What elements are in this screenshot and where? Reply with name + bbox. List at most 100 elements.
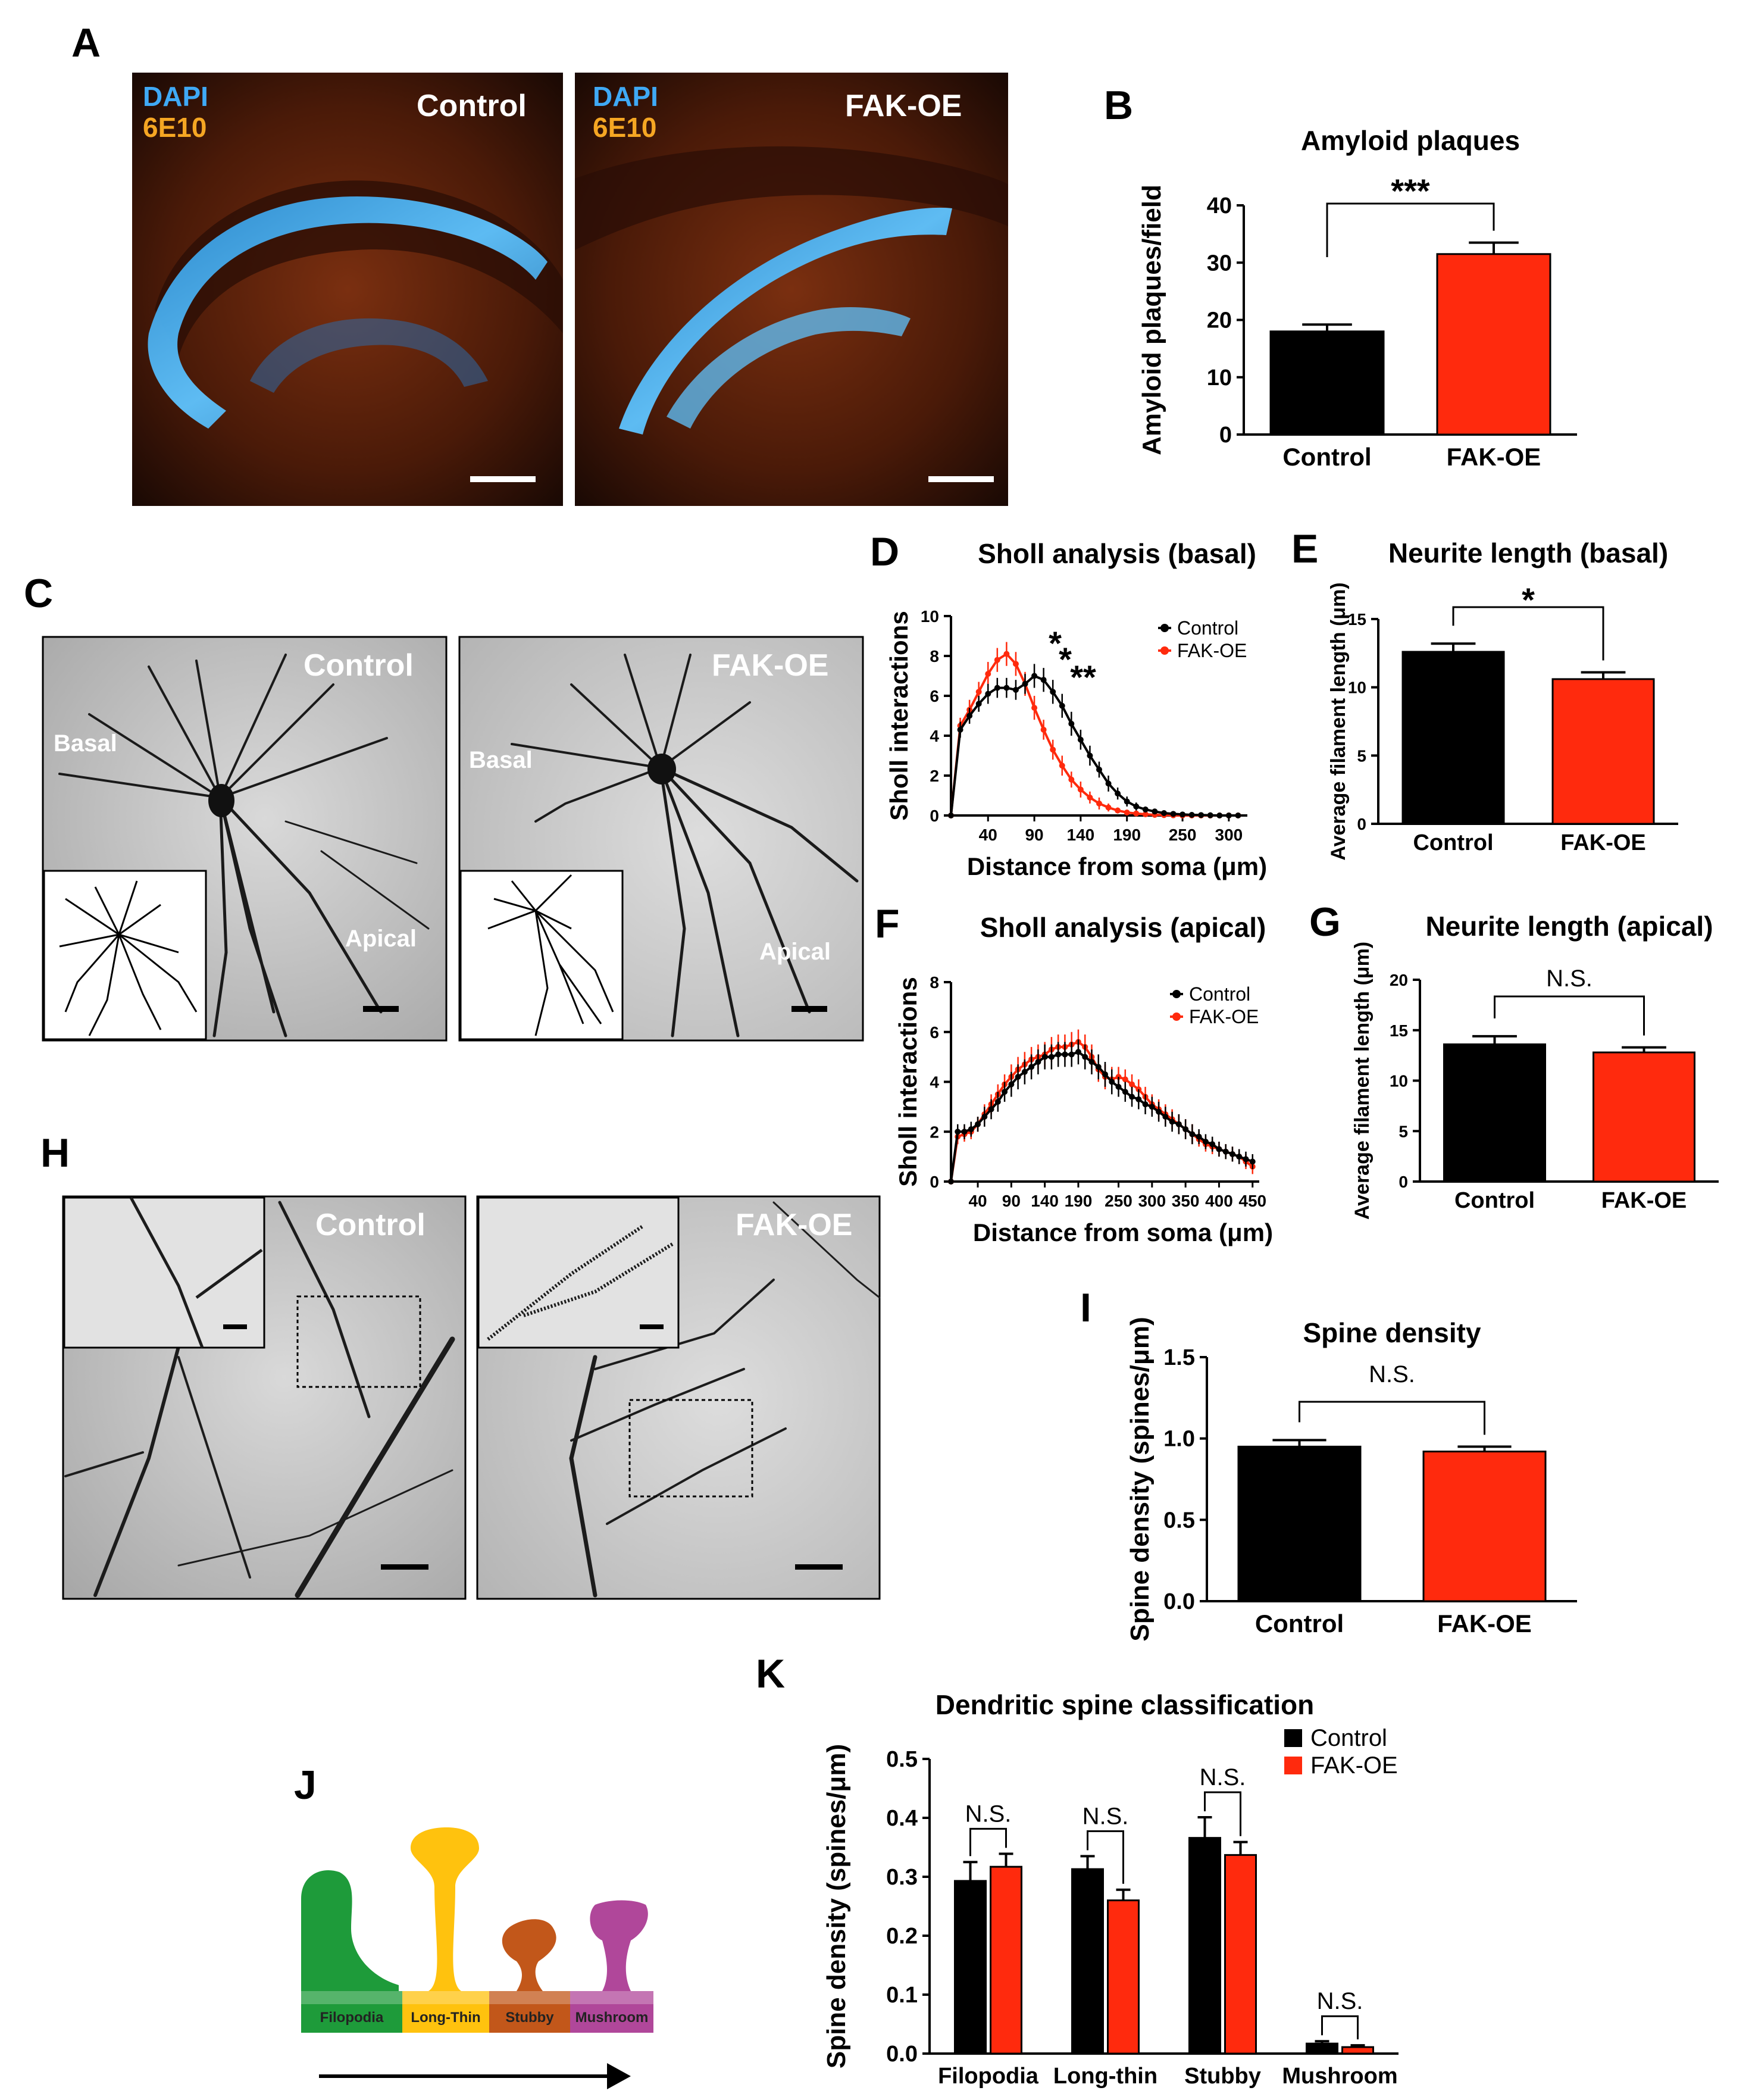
fakoe-basal-label: Basal <box>469 747 533 773</box>
data-point-fak-oe <box>1040 726 1047 733</box>
significance-bracket <box>1087 1830 1124 1884</box>
data-point-control <box>1160 810 1167 816</box>
fakoe-dendrite-scale-bar <box>795 1564 843 1570</box>
chart-title: Amyloid plaques <box>1301 125 1520 156</box>
data-point-control <box>988 1106 994 1112</box>
significance-bracket <box>1204 1791 1241 1836</box>
chart-title: Sholl analysis (basal) <box>978 538 1256 569</box>
data-point-control <box>1216 1146 1222 1152</box>
control-neuron-scale-bar <box>363 1006 399 1012</box>
fakoe-zoom-box <box>628 1399 753 1498</box>
significance-label: N.S. <box>965 1801 1012 1827</box>
filopodia-spine-shape <box>301 1870 399 1991</box>
y-tick-label: 8 <box>930 647 939 665</box>
panel-a-label: A <box>71 20 101 65</box>
data-point-control <box>1115 790 1121 797</box>
y-tick-label: 20 <box>1390 971 1408 989</box>
data-point-control <box>1068 720 1075 727</box>
data-point-fak-oe <box>1124 809 1130 815</box>
bar-fak-oe-long-thin <box>1107 1899 1140 2055</box>
bar-control <box>1269 330 1385 436</box>
x-category-label: Control <box>1255 1610 1344 1638</box>
fakoe-neuron-title: FAK-OE <box>712 648 828 683</box>
panel-h-fakoe-image: FAK-OE <box>476 1195 881 1600</box>
control-dentate-band <box>250 318 488 393</box>
chart-spine-classification: K Dendritic spine classification 0.0 0.1 0.2… <box>756 1651 1399 2089</box>
panel-h: H Control <box>40 1130 881 1600</box>
y-tick-label: 0.2 <box>886 1924 918 1949</box>
data-point-control <box>1169 1118 1175 1125</box>
data-point-control <box>1040 677 1047 683</box>
data-point-control <box>1095 1064 1102 1070</box>
x-category-label: Filopodia <box>938 2064 1039 2089</box>
data-point-control <box>1124 798 1130 805</box>
x-category-label: Mushroom <box>1282 2064 1397 2089</box>
x-axis-label: Distance from soma (μm) <box>973 1218 1273 1246</box>
panel-e-label: E <box>1291 526 1318 571</box>
chart-sholl-basal: D Sholl analysis (basal) 0 2 4 6 8 10 40 90 140 190… <box>870 529 1267 880</box>
y-tick-label: 15 <box>1390 1021 1408 1040</box>
control-inset-dendrite <box>129 1196 263 1348</box>
control-dendrite-title: Control <box>315 1208 426 1242</box>
significance-bracket <box>969 1827 1007 1857</box>
chart-title: Neurite length (apical) <box>1425 911 1713 942</box>
fakoe-6e10-label: 6E10 <box>593 112 656 143</box>
bar-control <box>1237 1445 1362 1602</box>
panel-f-label: F <box>875 901 900 946</box>
y-tick-label: 0.1 <box>886 1983 918 2008</box>
data-point-control <box>1022 680 1028 687</box>
panel-b-label: B <box>1104 83 1133 128</box>
data-point-control <box>1115 1083 1122 1090</box>
significance-bracket <box>1494 995 1645 1036</box>
panel-h-label: H <box>40 1130 70 1176</box>
data-point-control <box>1008 1081 1015 1088</box>
y-tick-label: 1.0 <box>1163 1427 1195 1452</box>
y-tick-label: 15 <box>1348 610 1366 629</box>
x-category-label: Control <box>1413 830 1493 855</box>
panel-i-label: I <box>1080 1285 1091 1330</box>
legend-label-control: Control <box>1310 1725 1387 1751</box>
control-apical-label: Apical <box>345 926 417 952</box>
data-point-control <box>1216 812 1223 818</box>
data-point-fak-oe <box>1129 1081 1135 1088</box>
mushroom-label: Mushroom <box>575 2010 649 2026</box>
data-point-control <box>1142 1101 1149 1108</box>
y-tick-label: 0 <box>1219 423 1232 448</box>
data-point-control <box>1170 811 1177 817</box>
x-tick-label: 350 <box>1172 1192 1200 1210</box>
panel-d-label: D <box>870 529 899 574</box>
y-tick-label: 10 <box>921 607 939 626</box>
filopodia-base <box>301 1991 402 2033</box>
legend-marker-control <box>1172 990 1181 998</box>
y-axis-label: Spine density (spines/μm) <box>1125 1317 1155 1641</box>
bar-control-mushroom <box>1306 2042 1338 2055</box>
fakoe-neuron-scale-bar <box>791 1006 827 1012</box>
data-point-control <box>961 1129 968 1135</box>
x-tick-label: 40 <box>968 1192 987 1210</box>
mushroom-spine-shape <box>590 1900 648 1991</box>
control-neuron-dendrites <box>58 654 430 1038</box>
bar-control-stubby <box>1188 1837 1221 2055</box>
legend-label-control: Control <box>1177 617 1238 639</box>
panel-k-label: K <box>756 1651 785 1696</box>
significance-bracket <box>1326 202 1495 257</box>
mushroom-base <box>570 1991 653 2033</box>
data-point-control <box>1142 806 1149 812</box>
data-point-control <box>1249 1158 1256 1165</box>
bar-fak-oe <box>1422 1451 1547 1602</box>
x-tick-label: 450 <box>1238 1192 1266 1210</box>
long-thin-base <box>402 1991 489 2033</box>
data-point-control <box>1041 1054 1048 1060</box>
significance-star: * <box>1059 640 1072 678</box>
x-axis-label: Distance from soma (μm) <box>967 852 1267 880</box>
data-point-control <box>1222 1148 1229 1155</box>
legend-label-control: Control <box>1189 983 1250 1005</box>
y-tick-label: 0.5 <box>1163 1508 1195 1533</box>
panel-a: A DAPI 6E10 Control DAPI 6E10 FAK-OE <box>71 20 1008 506</box>
fakoe-neuron-dendrites <box>511 654 859 1038</box>
x-tick-label: 190 <box>1113 826 1141 844</box>
data-point-control <box>1035 1059 1041 1065</box>
bar-fak-oe <box>1551 678 1655 825</box>
data-point-fak-oe <box>1142 811 1149 817</box>
y-tick-label: 0 <box>930 1173 939 1191</box>
